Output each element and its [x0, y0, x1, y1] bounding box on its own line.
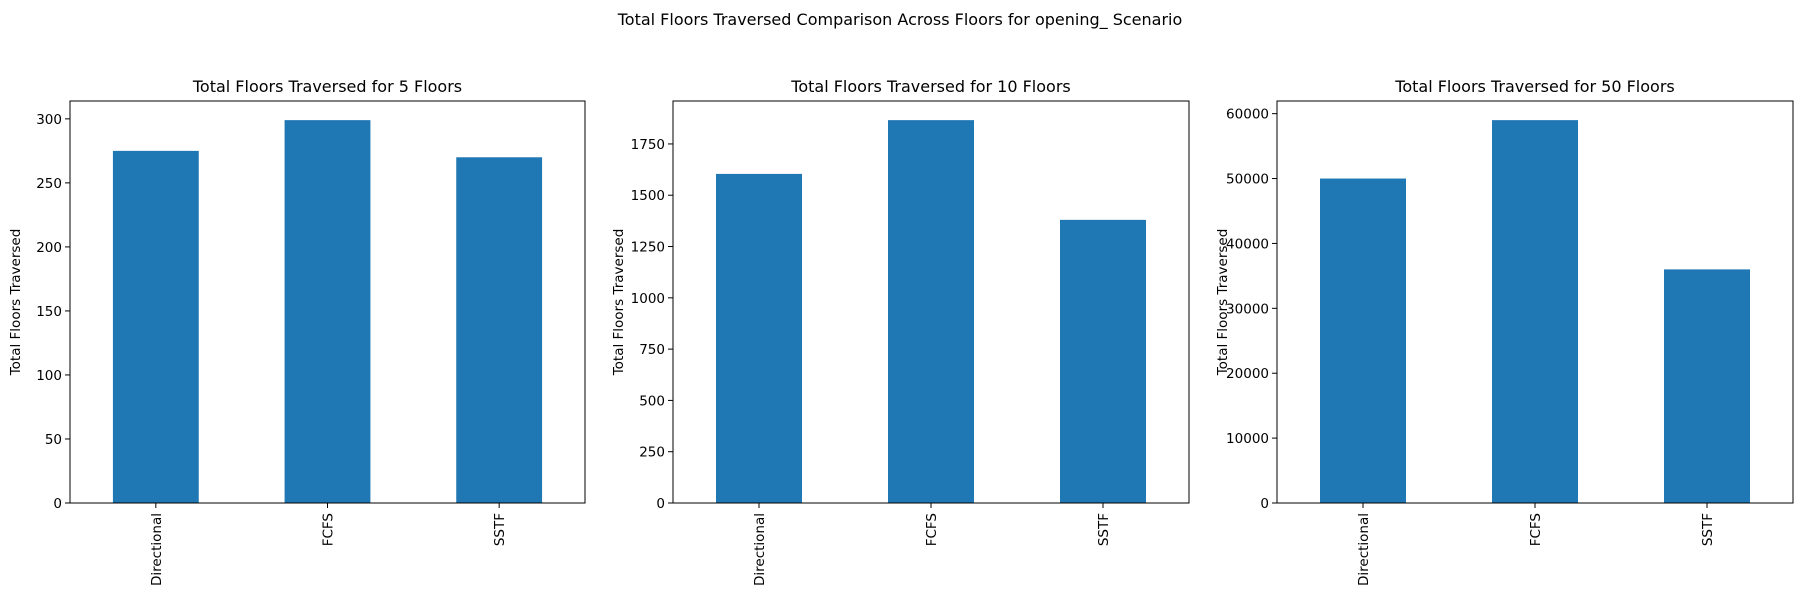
y-tick-label: 50: [45, 432, 62, 448]
bar: [716, 173, 802, 503]
bar: [1320, 178, 1406, 504]
y-tick-label: 1500: [631, 188, 665, 204]
y-axis-label: Total Floors Traversed: [1215, 229, 1231, 377]
y-tick-label: 60000: [1226, 107, 1269, 123]
y-tick-label: 300: [36, 112, 62, 128]
y-tick-label: 100: [36, 368, 62, 384]
bar: [1060, 219, 1146, 504]
y-tick-label: 200: [36, 240, 62, 256]
x-tick-label: Directional: [752, 513, 768, 586]
bar: [456, 157, 543, 503]
subplot-title: Total Floors Traversed for 10 Floors: [790, 77, 1070, 96]
y-tick-label: 750: [639, 342, 665, 358]
subplot-title: Total Floors Traversed for 50 Floors: [1394, 77, 1674, 96]
y-tick-label: 250: [36, 176, 62, 192]
x-tick-label: FCFS: [924, 513, 940, 546]
y-tick-label: 150: [36, 304, 62, 320]
x-tick-label: Directional: [1356, 513, 1372, 586]
y-tick-label: 30000: [1226, 301, 1269, 317]
subplot-2: 0 250 500 750 1000 1250 1500 1750 Directional FCF…: [611, 77, 1190, 586]
bar: [1664, 269, 1750, 503]
x-tick-label: Directional: [149, 513, 165, 586]
x-tick-label: SSTF: [1700, 513, 1716, 546]
y-tick-label: 50000: [1226, 172, 1269, 188]
y-tick-label: 40000: [1226, 236, 1269, 252]
y-axis-label: Total Floors Traversed: [8, 229, 24, 377]
figure-suptitle: Total Floors Traversed Comparison Across…: [617, 10, 1183, 30]
subplot-title: Total Floors Traversed for 5 Floors: [192, 77, 462, 96]
y-tick-label: 1000: [631, 291, 665, 307]
x-tick-label: FCFS: [321, 513, 337, 546]
y-tick-label: 250: [639, 445, 665, 461]
y-tick-label: 20000: [1226, 366, 1269, 382]
y-tick-label: 0: [656, 496, 665, 512]
x-tick-label: SSTF: [1096, 513, 1112, 546]
y-tick-label: 1750: [631, 137, 665, 153]
y-tick-label: 0: [53, 496, 62, 512]
bar: [284, 120, 371, 503]
y-tick-label: 0: [1260, 496, 1269, 512]
y-tick-label: 500: [639, 393, 665, 409]
subplot-1: 0 50 100 150 200 250 300 Directional FCFS SSTF Tot…: [8, 77, 586, 586]
y-tick-label: 1250: [631, 240, 665, 256]
bar: [1492, 120, 1578, 503]
bar: [888, 120, 974, 503]
y-tick-label: 10000: [1226, 431, 1269, 447]
y-axis-label: Total Floors Traversed: [611, 229, 627, 377]
x-tick-label: FCFS: [1528, 513, 1544, 546]
bar: [112, 150, 199, 503]
subplot-3: 0 10000 20000 30000 40000 50000 60000 Direction…: [1215, 77, 1794, 586]
x-tick-label: SSTF: [492, 513, 508, 546]
